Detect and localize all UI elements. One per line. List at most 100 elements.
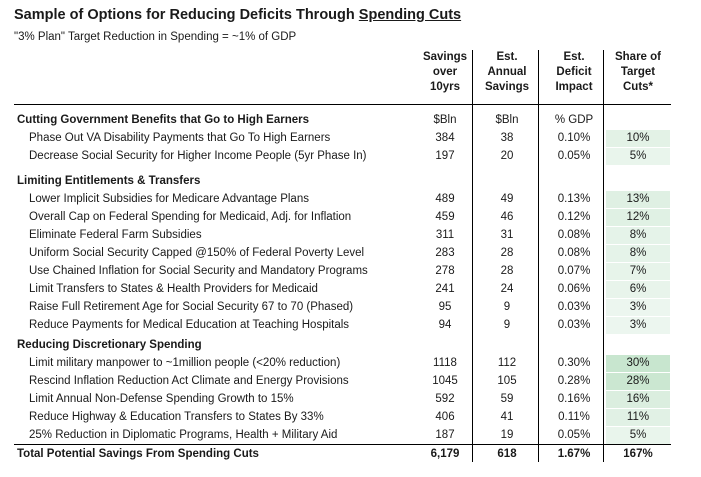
deficit-impact-cell: 0.03% [557,319,591,331]
deficit-impact-cell: 0.13% [557,193,591,205]
section-header: Reducing Discretionary Spending [0,337,701,354]
share-cell: 5% [606,427,670,444]
option-label: Limit Transfers to States & Health Provi… [29,283,318,295]
share-cell: 8% [606,245,670,262]
option-label: Reduce Highway & Education Transfers to … [29,411,324,423]
deficit-impact-cell: 0.08% [557,247,591,259]
section-header: Limiting Entitlements & Transfers [0,173,701,190]
share-cell: 12% [606,209,670,226]
annual-savings-cell: 28 [500,247,514,259]
title-emphasis: Spending Cuts [358,7,462,23]
table-row: Decrease Social Security for Higher Inco… [0,148,701,165]
option-label: Lower Implicit Subsidies for Medicare Ad… [29,193,309,205]
annual-savings-cell: 49 [500,193,514,205]
deficit-impact-cell: 0.16% [557,393,591,405]
option-label: Rescind Inflation Reduction Act Climate … [29,375,349,387]
annual-savings-cell: 105 [497,375,517,387]
total-annual-savings: 618 [497,448,517,460]
option-label: Reduce Payments for Medical Education at… [29,319,350,331]
table-row: Eliminate Federal Farm Subsidies 311 31 0.0… [0,227,701,244]
option-label: Raise Full Retirement Age for Social Sec… [29,301,354,313]
deficit-impact-cell: 0.30% [557,357,591,369]
savings-cell: 459 [435,211,455,223]
annual-savings-cell: 9 [503,319,511,331]
annual-savings-cell: 24 [500,283,514,295]
table-row: Uniform Social Security Capped @150% of … [0,245,701,262]
savings-cell: 94 [438,319,452,331]
share-cell: 16% [606,391,670,408]
option-label: Uniform Social Security Capped @150% of … [29,247,365,259]
section-title: Limiting Entitlements & Transfers [17,175,201,187]
savings-cell: 95 [438,301,452,313]
option-label: Overall Cap on Federal Spending for Medi… [29,211,352,223]
savings-cell: 489 [435,193,455,205]
deficit-impact-cell: 0.10% [557,132,591,144]
deficit-impact-cell: 0.07% [557,265,591,277]
table-row: 25% Reduction in Diplomatic Programs, He… [0,427,701,444]
annual-savings-cell: 38 [500,132,514,144]
option-label: Eliminate Federal Farm Subsidies [29,229,202,241]
total-savings: 6,179 [430,448,460,460]
option-label: Decrease Social Security for Higher Inco… [29,150,367,162]
savings-cell: 187 [435,429,455,441]
unit-label: % GDP [554,114,594,126]
annual-savings-cell: 28 [500,265,514,277]
table-row: Reduce Highway & Education Transfers to … [0,409,701,426]
option-label: Limit military manpower to ~1million peo… [29,357,341,369]
annual-savings-cell: 112 [497,357,517,369]
table-row: Reduce Payments for Medical Education at… [0,317,701,334]
table-row: Limit Transfers to States & Health Provi… [0,281,701,298]
share-cell: 6% [606,281,670,298]
table-row: Overall Cap on Federal Spending for Medi… [0,209,701,226]
share-cell: 30% [606,355,670,372]
share-cell: 3% [606,299,670,316]
share-cell: 28% [606,373,670,390]
table-row: Use Chained Inflation for Social Securit… [0,263,701,280]
table-row: Raise Full Retirement Age for Social Sec… [0,299,701,316]
annual-savings-cell: 20 [500,150,514,162]
total-label: Total Potential Savings From Spending Cu… [17,448,259,460]
section-title: Cutting Government Benefits that Go to H… [17,114,309,126]
savings-cell: 406 [435,411,455,423]
column-divider [538,50,539,462]
deficit-impact-cell: 0.08% [557,229,591,241]
total-row: Total Potential Savings From Spending Cu… [0,446,701,463]
annual-savings-cell: 41 [500,411,514,423]
table-row: Rescind Inflation Reduction Act Climate … [0,373,701,390]
column-divider [472,50,473,462]
share-cell: 11% [606,409,670,426]
unit-label: $Bln [495,114,519,126]
savings-cell: 197 [435,150,455,162]
deficit-impact-cell: 0.05% [557,429,591,441]
section-header: Cutting Government Benefits that Go to H… [0,112,701,129]
header-share: Share of Target Cuts* [614,51,661,93]
savings-cell: 283 [435,247,455,259]
table-row: Phase Out VA Disability Payments that Go… [0,130,701,147]
option-label: 25% Reduction in Diplomatic Programs, He… [29,429,338,441]
total-deficit-impact: 1.67% [557,448,591,460]
share-cell: 3% [606,317,670,334]
table-row: Limit military manpower to ~1million peo… [0,355,701,372]
deficit-impact-cell: 0.05% [557,150,591,162]
savings-cell: 592 [435,393,455,405]
annual-savings-cell: 19 [500,429,514,441]
savings-cell: 241 [435,283,455,295]
share-cell: 13% [606,191,670,208]
table-title: Sample of Options for Reducing Deficits … [14,7,462,23]
deficit-impact-cell: 0.28% [557,375,591,387]
annual-savings-cell: 59 [500,393,514,405]
table-row: Limit Annual Non-Defense Spending Growth… [0,391,701,408]
share-cell: 7% [606,263,670,280]
share-cell: 8% [606,227,670,244]
header-annual: Est. Annual Savings [484,51,530,93]
deficit-impact-cell: 0.11% [558,411,590,423]
table-row: Lower Implicit Subsidies for Medicare Ad… [0,191,701,208]
total-rule [14,444,671,445]
deficit-impact-cell: 0.03% [557,301,591,313]
share-cell: 5% [606,148,670,165]
option-label: Limit Annual Non-Defense Spending Growth… [29,393,294,405]
savings-cell: 1045 [432,375,458,387]
option-label: Phase Out VA Disability Payments that Go… [29,132,331,144]
column-divider [603,50,604,462]
savings-cell: 311 [435,229,455,241]
